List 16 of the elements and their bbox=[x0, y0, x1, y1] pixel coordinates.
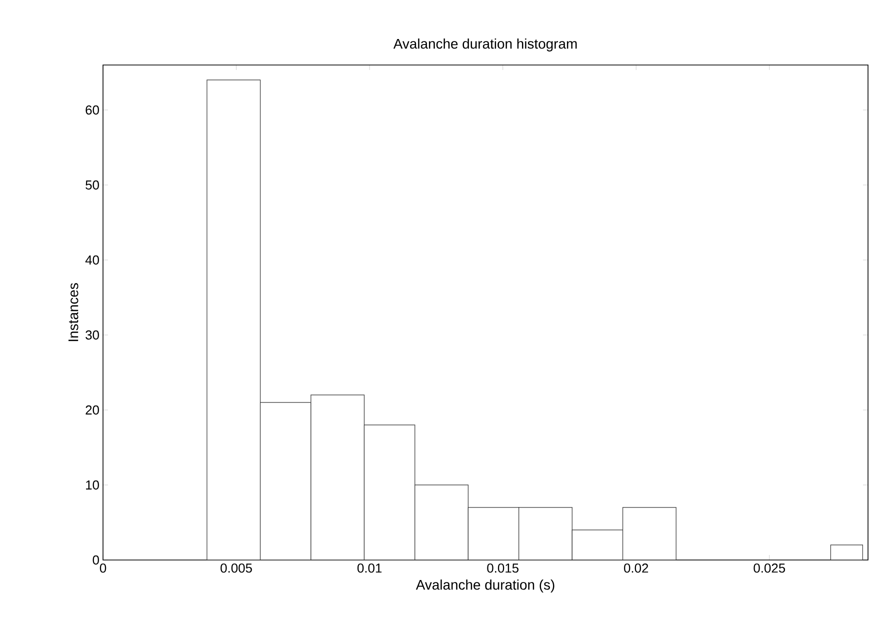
x-tick-label: 0 bbox=[100, 564, 106, 573]
y-tick-label: 40 bbox=[85, 255, 99, 265]
x-tick-label: 0.005 bbox=[220, 564, 252, 573]
x-tick-label: 0.015 bbox=[487, 564, 518, 573]
y-tick-label: 50 bbox=[86, 180, 99, 190]
x-tick-label: 0.01 bbox=[357, 564, 382, 573]
y-tick-label: 20 bbox=[86, 405, 99, 415]
y-axis-title: Instances bbox=[68, 283, 78, 342]
y-tick-label: 0 bbox=[92, 555, 99, 565]
x-tick-label: 0.02 bbox=[624, 564, 648, 573]
x-axis-title: Avalanche duration (s) bbox=[416, 580, 554, 593]
y-tick-label: 30 bbox=[86, 330, 99, 340]
y-tick-label: 60 bbox=[86, 105, 99, 115]
chart-title: Avalanche duration histogram bbox=[393, 38, 577, 52]
x-tick-label: 0.025 bbox=[754, 564, 786, 573]
y-tick-label: 10 bbox=[86, 480, 99, 490]
